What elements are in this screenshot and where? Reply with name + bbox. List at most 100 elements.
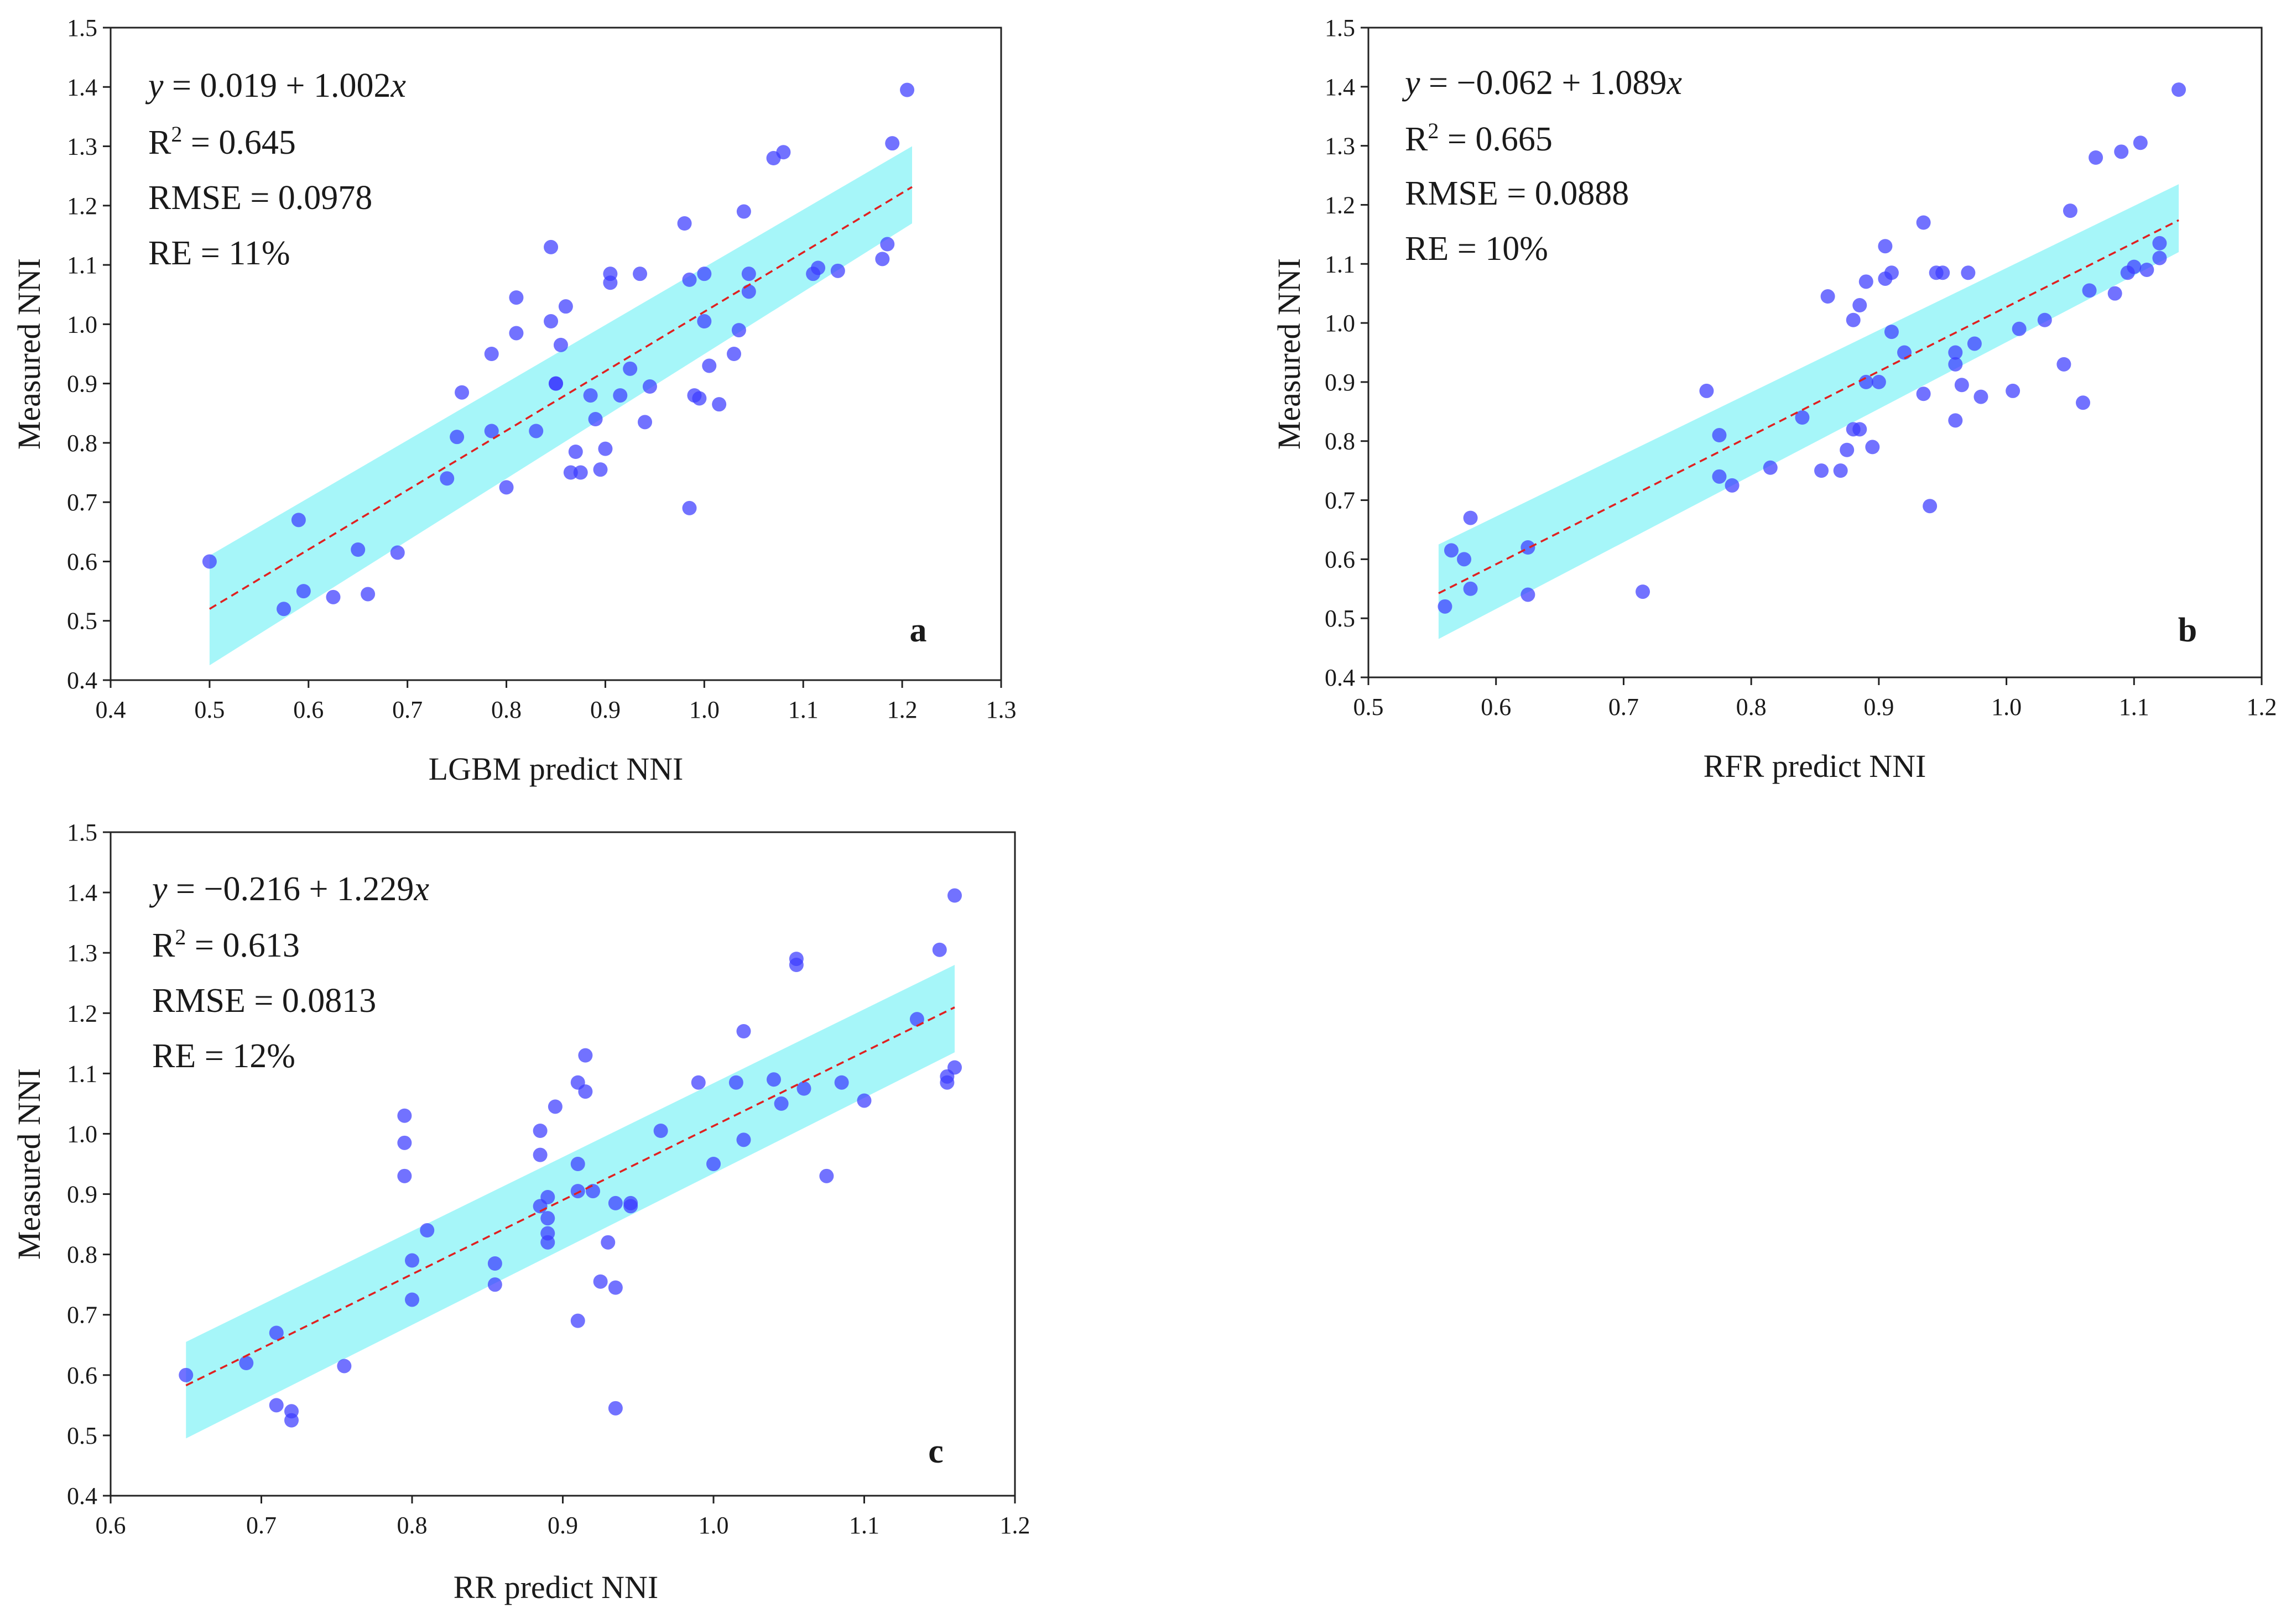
x-axis-ticks-a: 0.4 0.5 0.6 0.7 0.8 0.9 1.0 1.1 1.2 1.3 <box>96 680 1017 723</box>
data-point <box>593 1274 608 1289</box>
data-point <box>549 376 563 391</box>
x-tick-label: 0.4 <box>96 696 126 723</box>
y-tick-label: 1.2 <box>67 1000 97 1027</box>
data-point <box>642 379 657 394</box>
data-point <box>533 1147 548 1162</box>
data-point <box>623 1195 638 1210</box>
x-tick-label: 1.0 <box>1991 693 2022 720</box>
plot-frame-b <box>1367 27 2263 678</box>
data-point <box>1916 387 1931 401</box>
y-axis-ticks-a: 0.4 0.5 0.6 0.7 0.8 0.9 1.0 1.1 1.2 1.3 1.4 1.5 <box>67 14 111 694</box>
x-axis-ticks-b: 0.5 0.6 0.7 0.8 0.9 1.0 1.1 1.2 <box>1353 677 2277 720</box>
data-point <box>1699 383 1714 398</box>
data-point <box>1520 587 1535 602</box>
rmse-c: RMSE = 0.0813 <box>152 982 376 1020</box>
y-tick-label: 0.6 <box>1325 546 1355 573</box>
data-point <box>1444 543 1459 558</box>
data-point <box>857 1093 872 1108</box>
y-tick-label: 0.8 <box>67 430 97 457</box>
data-point <box>291 513 306 528</box>
data-point <box>1884 265 1899 280</box>
x-tick-label: 0.6 <box>1481 693 1511 720</box>
data-point <box>885 136 900 151</box>
data-point <box>796 1081 811 1096</box>
data-point <box>819 1168 834 1183</box>
data-point <box>2139 262 2154 277</box>
y-tick-label: 1.2 <box>67 192 97 220</box>
data-point <box>697 267 712 281</box>
relative-error-a: RE = 11% <box>148 234 290 272</box>
data-point <box>706 1157 721 1171</box>
data-point <box>736 1132 751 1147</box>
fit-line-b <box>1438 219 2179 594</box>
data-point <box>2063 203 2077 218</box>
data-point <box>741 284 756 299</box>
y-axis-title-b: Measured NNI <box>1271 258 1307 450</box>
y-tick-label: 1.1 <box>1325 250 1355 278</box>
data-point <box>450 430 465 445</box>
regression-equation-c: y = −0.216 + 1.229x <box>149 870 429 908</box>
data-point <box>573 465 588 480</box>
data-point <box>598 441 613 456</box>
x-axis-title-a: LGBM predict NNI <box>429 751 684 787</box>
data-point <box>767 1072 781 1087</box>
data-point <box>1833 463 1848 478</box>
data-point <box>1636 584 1650 599</box>
data-point <box>947 1060 962 1075</box>
scatter-points-a <box>202 82 915 617</box>
rmse-b: RMSE = 0.0888 <box>1405 175 1629 212</box>
data-point <box>608 1280 623 1295</box>
data-point <box>570 1313 585 1328</box>
data-point <box>2133 135 2148 150</box>
y-tick-label: 1.0 <box>1325 310 1355 337</box>
y-tick-label: 1.5 <box>1325 14 1355 41</box>
data-point <box>269 1325 284 1340</box>
data-point <box>691 1075 706 1090</box>
y-tick-label: 0.6 <box>67 1362 97 1389</box>
data-point <box>1961 265 1976 280</box>
x-tick-label: 1.2 <box>887 696 918 723</box>
data-point <box>697 314 712 328</box>
data-point <box>361 587 376 602</box>
data-point <box>1712 428 1727 443</box>
data-point <box>1871 374 1886 389</box>
data-point <box>563 465 578 480</box>
data-point <box>568 445 583 459</box>
data-point <box>608 1195 623 1210</box>
data-point <box>2037 312 2052 327</box>
y-tick-label: 0.8 <box>1325 428 1355 455</box>
data-point <box>570 1184 585 1199</box>
x-tick-label: 1.1 <box>2119 693 2149 720</box>
x-tick-label: 0.7 <box>1608 693 1639 720</box>
data-point <box>1858 274 1873 289</box>
data-point <box>830 263 845 278</box>
x-tick-label: 1.2 <box>1000 1512 1030 1539</box>
x-tick-label: 1.0 <box>689 696 720 723</box>
data-point <box>2056 357 2071 372</box>
data-point <box>736 204 751 219</box>
data-point <box>540 1211 555 1226</box>
data-point <box>727 347 741 361</box>
y-tick-label: 0.9 <box>1325 369 1355 396</box>
data-point <box>900 82 915 97</box>
y-tick-label: 1.4 <box>67 74 97 101</box>
y-axis-title-c: Measured NNI <box>11 1068 47 1260</box>
data-point <box>728 1075 743 1090</box>
y-tick-label: 0.4 <box>1325 664 1355 691</box>
panel-label-c: c <box>928 1433 944 1470</box>
data-point <box>653 1124 668 1138</box>
data-point <box>1712 469 1727 484</box>
data-point <box>712 397 727 412</box>
data-point <box>731 323 746 338</box>
data-point <box>741 267 756 281</box>
data-point <box>682 272 697 287</box>
data-point <box>593 462 608 477</box>
y-tick-label: 0.7 <box>67 489 97 516</box>
scatter-points-c <box>179 888 962 1428</box>
data-point <box>2152 250 2167 265</box>
data-point <box>623 361 638 376</box>
data-point <box>2082 283 2097 298</box>
x-tick-label: 0.9 <box>548 1512 578 1539</box>
confidence-band-a <box>209 146 912 666</box>
x-tick-label: 1.1 <box>849 1512 879 1539</box>
